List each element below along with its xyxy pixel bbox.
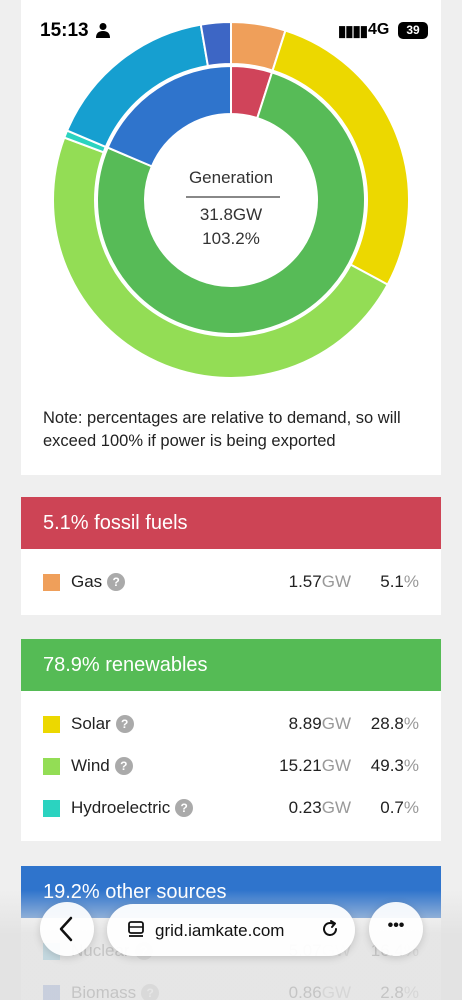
address-bar[interactable]: grid.iamkate.com [107,904,355,956]
help-icon[interactable]: ? [175,799,194,817]
source-label: Solar? [71,714,134,734]
chart-center-gw: 31.8GW [199,205,263,224]
status-bar: 15:13 ▮▮▮▮ 4G 39 [0,0,462,60]
source-gw: 1.57GW [288,572,351,591]
swatch [43,800,60,817]
source-gw: 8.89GW [288,714,351,733]
fossil-fuels-heading: 5.1% fossil fuels [21,497,441,549]
renewables-row-hydroelectric: Hydroelectric? 0.23GW 0.7% [21,787,441,829]
more-button[interactable]: ••• [369,902,423,956]
chart-center-divider [186,196,280,198]
source-label: Hydroelectric? [71,798,194,818]
renewables-row-solar: Solar? 8.89GW 28.8% [21,703,441,745]
swatch [43,574,60,591]
help-icon[interactable]: ? [115,715,134,733]
generation-donut-chart [52,20,410,379]
swatch [43,716,60,733]
renewables-list: Solar? 8.89GW 28.8% Wind? 15.21GW 49.3% Hydroe… [21,691,441,829]
source-pct: 0.7% [380,798,419,817]
fossil-fuels-card: 5.1% fossil fuels Gas? 1.57GW 5.1% [21,497,441,615]
generation-chart-card: Generation 31.8GW 103.2% Note: percentag… [21,0,441,475]
more-icon: ••• [387,917,405,934]
network-label: 4G [368,21,390,38]
chart-note: Note: percentages are relative to demand… [43,409,401,450]
renewables-row-wind: Wind? 15.21GW 49.3% [21,745,441,787]
inner-slice-other-sources[interactable] [106,64,232,168]
chevron-left-icon [59,916,73,942]
inner-slice-renewables[interactable] [96,71,366,335]
person-icon [96,23,110,38]
chart-center-title: Generation [188,168,274,187]
source-label: Wind? [71,756,133,776]
swatch [43,758,60,775]
source-pct: 28.8% [370,714,419,733]
source-gw: 15.21GW [279,756,351,775]
signal-icon: ▮▮▮▮ [338,23,368,40]
source-gw: 0.23GW [288,798,351,817]
source-label: Gas? [71,572,126,592]
help-icon[interactable]: ? [114,757,133,775]
outer-slice-wind[interactable] [52,136,389,379]
reload-icon[interactable] [319,918,341,940]
help-icon[interactable]: ? [107,573,126,591]
back-button[interactable] [40,902,94,956]
source-pct: 49.3% [370,756,419,775]
url-text: grid.iamkate.com [155,921,285,940]
status-time: 15:13 [40,20,89,41]
source-pct: 5.1% [380,572,419,591]
battery-icon: 39 [398,22,428,39]
tabs-icon [128,921,144,937]
renewables-heading: 78.9% renewables [21,639,441,691]
fossil-fuels-list: Gas? 1.57GW 5.1% [21,549,441,603]
fossil-row-gas: Gas? 1.57GW 5.1% [21,561,441,603]
chart-center-pct: 103.2% [202,229,260,248]
renewables-card: 78.9% renewables Solar? 8.89GW 28.8% Wind? 1… [21,639,441,841]
outer-slice-biomass[interactable] [199,20,232,68]
